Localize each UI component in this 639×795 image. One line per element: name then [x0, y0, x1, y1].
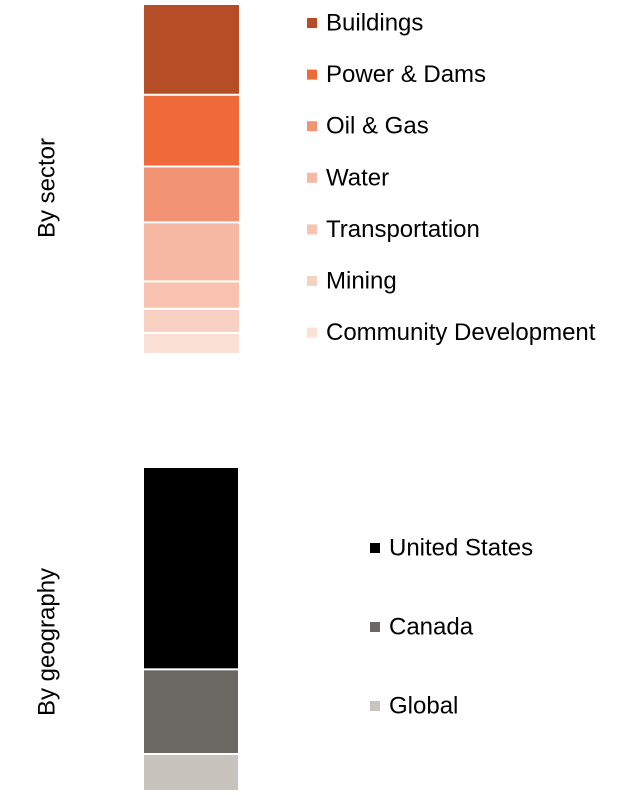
legend-marker [307, 276, 317, 286]
legend-item: Power & Dams [307, 61, 486, 88]
bar-segment [144, 468, 238, 668]
bar-segment [144, 167, 239, 221]
legend-marker [370, 622, 380, 632]
bar-segment [144, 334, 239, 353]
legend-item: Canada [370, 614, 474, 641]
legend-item: Global [370, 693, 458, 720]
legend-marker [307, 70, 317, 80]
legend-label: Community Development [326, 319, 596, 346]
side-label: By geography [33, 568, 60, 716]
legend-label: Oil & Gas [326, 113, 429, 140]
bar-segment [144, 755, 238, 790]
legend-label: Canada [389, 614, 474, 641]
legend-marker [307, 224, 317, 234]
legend-marker [307, 328, 317, 338]
legend-item: Mining [307, 268, 397, 295]
legend-marker [307, 173, 317, 183]
legend-item: Oil & Gas [307, 113, 429, 140]
legend-label: Buildings [326, 10, 423, 37]
legend-marker [307, 121, 317, 131]
legend-item: Water [307, 164, 389, 191]
legend-label: Power & Dams [326, 61, 486, 88]
legend-item: Buildings [307, 10, 423, 37]
legend-label: United States [389, 535, 533, 562]
legend-label: Water [326, 164, 389, 191]
geography-chart: By geography United States Canada Global [33, 468, 533, 790]
legend-marker [370, 701, 380, 711]
legend-marker [370, 543, 380, 553]
legend-item: Community Development [307, 319, 596, 346]
bar-segment [144, 310, 239, 332]
sector-chart: By sector Buildings Power & Dams Oil & Gas W… [33, 5, 595, 353]
bar-segment [144, 670, 238, 753]
bar-segment [144, 5, 239, 94]
bar-segment [144, 96, 239, 166]
legend-label: Transportation [326, 216, 480, 243]
legend-label: Global [389, 693, 458, 720]
side-label: By sector [33, 138, 60, 238]
legend-marker [307, 18, 317, 28]
bar-segment [144, 282, 239, 307]
bar-segment [144, 223, 239, 280]
legend-label: Mining [326, 268, 397, 295]
legend-item: United States [370, 535, 533, 562]
legend-item: Transportation [307, 216, 480, 243]
